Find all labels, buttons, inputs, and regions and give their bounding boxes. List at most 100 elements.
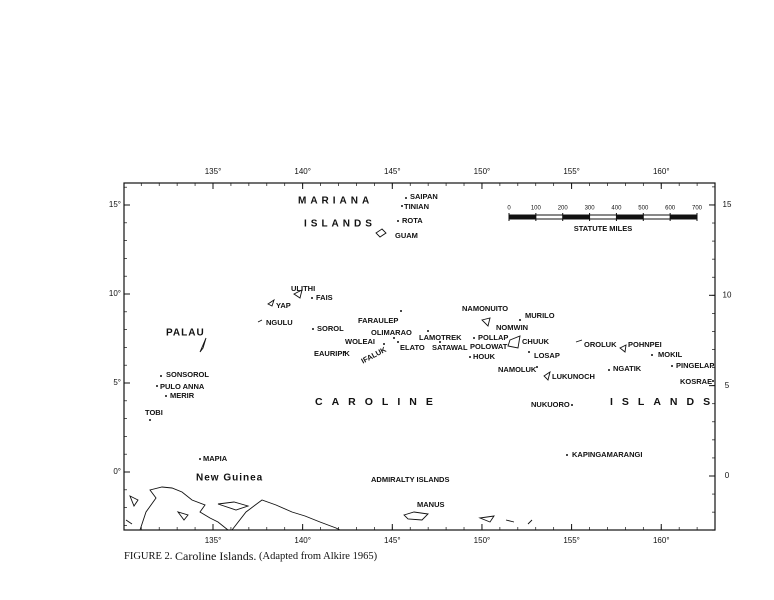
- place-label: MOKIL: [658, 350, 683, 359]
- place-label: MARIANA: [298, 196, 373, 207]
- place-label: GUAM: [395, 231, 418, 240]
- place-label: MURILO: [525, 311, 555, 320]
- lon-tick-label: 150°: [474, 536, 491, 545]
- place-label: NGULU: [266, 318, 293, 327]
- island-dot: [427, 330, 429, 332]
- island-dot: [156, 385, 158, 387]
- scale-tick-label: 200: [558, 206, 569, 212]
- scale-segment: [562, 215, 590, 219]
- island-dot: [566, 454, 568, 456]
- scale-segment: [670, 215, 697, 219]
- lat-tick-label: 15: [723, 200, 732, 209]
- coastline: [125, 228, 627, 531]
- scale-tick-label: 100: [531, 206, 542, 212]
- place-label: OROLUK: [584, 340, 617, 349]
- island-dot: [343, 351, 345, 353]
- place-label: KAPINGAMARANGI: [572, 450, 642, 459]
- lat-tick-label: 15°: [109, 200, 121, 209]
- caption-source: (Adapted from Alkire 1965): [259, 551, 378, 562]
- island-dot: [397, 341, 399, 343]
- place-label: MERIR: [170, 391, 195, 400]
- place-label: ROTA: [402, 216, 423, 225]
- lat-tick-label: 0°: [113, 467, 121, 476]
- place-label: NGATIK: [613, 364, 642, 373]
- island-dot: [199, 458, 201, 460]
- lon-tick-label: 155°: [563, 536, 580, 545]
- place-label: POLOWAT: [470, 342, 508, 351]
- lon-tick-label: 155°: [563, 167, 580, 176]
- lon-tick-label: 140°: [294, 167, 311, 176]
- scale-unit: STATUTE MILES: [574, 224, 632, 233]
- place-label: LOSAP: [534, 351, 560, 360]
- new-guinea-coast: [139, 486, 229, 531]
- lon-tick-label: 140°: [294, 536, 311, 545]
- place-label: NOMWIN: [496, 323, 528, 332]
- place-label: NAMONUITO: [462, 304, 508, 313]
- island-dot: [528, 351, 530, 353]
- place-label: HOUK: [473, 352, 496, 361]
- island-dot: [536, 366, 538, 368]
- lon-tick-label: 145°: [384, 536, 401, 545]
- place-label: FARAULEP: [358, 316, 398, 325]
- place-label: MANUS: [417, 500, 445, 509]
- island-dot: [312, 328, 314, 330]
- place-label: YAP: [276, 301, 291, 310]
- place-label: MAPIA: [203, 454, 228, 463]
- lat-tick-label: 5: [725, 381, 730, 390]
- island-dot: [439, 341, 441, 343]
- lon-tick-label: 135°: [205, 167, 222, 176]
- lon-tick-label: 160°: [653, 536, 670, 545]
- caption-title: Caroline Islands.: [175, 549, 256, 563]
- island-dot: [671, 365, 673, 367]
- scale-tick-label: 500: [638, 206, 649, 212]
- lat-tick-label: 0: [725, 471, 730, 480]
- place-label: SOROL: [317, 324, 344, 333]
- island-dot: [571, 404, 573, 406]
- lon-tick-label: 160°: [653, 167, 670, 176]
- island-dot: [473, 337, 475, 339]
- island-dot: [651, 354, 653, 356]
- place-label: IFALUK: [360, 345, 389, 366]
- island-outline: [199, 228, 387, 353]
- place-label: WOLEAI: [345, 337, 375, 346]
- place-label: PINGELAP: [676, 361, 714, 370]
- place-label: SAIPAN: [410, 192, 438, 201]
- place-label: PULO ANNA: [160, 382, 205, 391]
- island-outline: [176, 501, 250, 521]
- island-dot: [160, 375, 162, 377]
- scale-tick-label: 400: [611, 206, 622, 212]
- place-label: TOBI: [145, 408, 163, 417]
- scale-segment: [509, 215, 536, 219]
- place-label: FAIS: [316, 293, 333, 302]
- island-outline: [125, 495, 139, 525]
- lat-tick-label: 10°: [109, 289, 121, 298]
- island-dot: [712, 380, 714, 382]
- island-dot: [400, 310, 402, 312]
- island-dot: [311, 297, 313, 299]
- island-dot: [405, 197, 407, 199]
- place-label: CHUUK: [522, 337, 550, 346]
- scale-tick-label: 700: [692, 206, 703, 212]
- place-label: ELATO: [400, 343, 425, 352]
- scale-tick-label: 600: [665, 206, 676, 212]
- island-dot: [383, 343, 385, 345]
- place-label: KOSRAE: [680, 377, 712, 386]
- lat-tick-label: 10: [723, 290, 732, 299]
- map-frame: [123, 182, 716, 531]
- island-dot: [608, 369, 610, 371]
- place-label: ULITHI: [291, 284, 315, 293]
- lon-tick-label: 150°: [474, 167, 491, 176]
- scale-tick-label: 300: [585, 206, 596, 212]
- place-label: NUKUORO: [531, 400, 570, 409]
- island-dot: [149, 419, 151, 421]
- island-dot: [397, 220, 399, 222]
- island-outline: [403, 511, 533, 525]
- island-dot: [393, 337, 395, 339]
- place-label: POLLAP: [478, 333, 508, 342]
- place-label: NAMOLUK: [498, 365, 537, 374]
- island-dot: [165, 395, 167, 397]
- place-label: CAROLINE: [315, 396, 442, 408]
- caption: FIGURE 2. Caroline Islands. (Adapted fro…: [124, 549, 378, 563]
- place-label: PALAU: [166, 328, 205, 339]
